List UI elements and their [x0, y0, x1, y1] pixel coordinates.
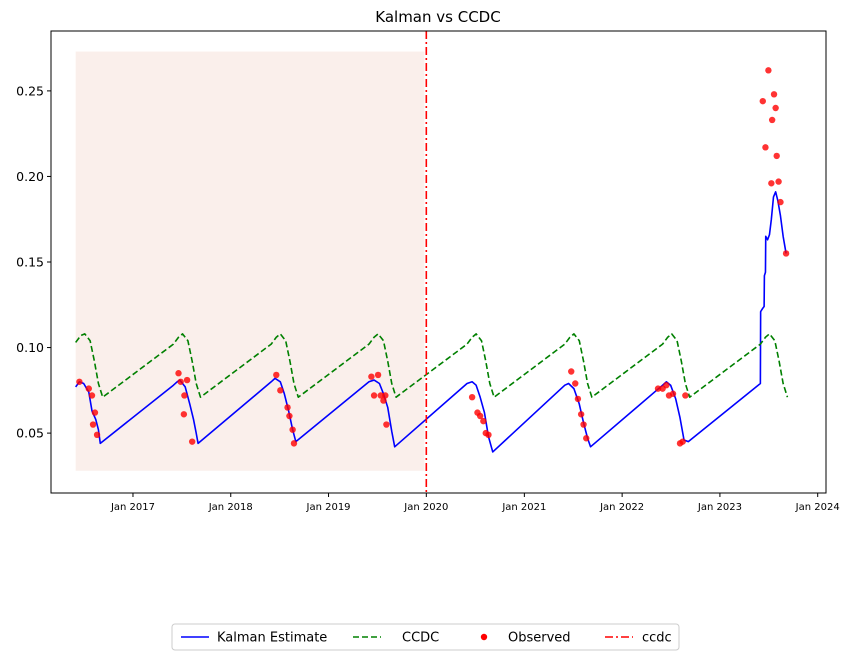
observed-point: [568, 368, 575, 375]
observed-point: [277, 387, 284, 394]
legend: Kalman Estimate CCDC Observed ccdc: [171, 623, 680, 651]
observed-point: [765, 67, 772, 74]
observed-point: [580, 421, 587, 428]
observed-point: [768, 116, 776, 124]
observed-point: [85, 385, 92, 392]
chart-title: Kalman vs CCDC: [375, 8, 500, 26]
series-line-ccdc: [75, 333, 789, 398]
observed-point: [777, 198, 784, 206]
observed-point: [583, 435, 590, 442]
observed-point: [183, 376, 191, 384]
legend-swatch: [480, 633, 488, 641]
observed-point: [476, 412, 484, 420]
observed-point: [380, 397, 387, 404]
observed-point: [289, 426, 296, 433]
axes: Jan 2017 Jan 2018 Jan 2019 Jan 2020 Jan 2021…: [16, 30, 840, 513]
observed-point: [574, 395, 582, 403]
y-tick-label: 0.25: [16, 83, 44, 98]
observed-point: [759, 97, 766, 105]
observed-point: [370, 392, 378, 399]
observed-point: [782, 250, 790, 257]
observed-point: [383, 421, 390, 428]
observed-point: [682, 392, 689, 399]
observed-point: [188, 438, 196, 445]
observed-point: [572, 380, 579, 387]
series-line-kalman-estimate: [75, 191, 787, 453]
observed-point: [368, 373, 375, 380]
legend-label: CCDC: [402, 631, 439, 646]
observed-point: [577, 411, 585, 418]
observed-point: [177, 378, 184, 385]
observed-point: [382, 392, 389, 399]
observed-point: [775, 178, 782, 185]
legend-label: Observed: [508, 631, 571, 646]
observed-point: [773, 152, 780, 160]
observed-point: [180, 411, 188, 418]
x-tick-label: Jan 2023: [697, 502, 742, 513]
plot-area: [75, 31, 790, 493]
legend-box: [171, 623, 680, 651]
observed-point: [76, 378, 83, 385]
observed-point: [175, 370, 182, 377]
observed-point: [286, 412, 293, 420]
observed-point: [770, 91, 778, 98]
observed-point: [374, 371, 382, 379]
observed-point: [669, 390, 677, 397]
x-tick-label: Jan 2017: [110, 502, 155, 513]
observed-point: [768, 180, 775, 187]
observed-point: [93, 431, 101, 439]
observed-point: [290, 440, 298, 447]
observed-point: [679, 438, 686, 445]
observed-point: [480, 417, 487, 425]
x-tick-label: Jan 2022: [599, 502, 644, 513]
x-tick-label: Jan 2018: [208, 502, 253, 513]
observed-point: [284, 404, 291, 411]
y-tick-label: 0.05: [16, 426, 44, 441]
observed-point: [273, 371, 280, 379]
legend-label: ccdc: [642, 631, 672, 646]
shaded-region: [75, 51, 425, 471]
y-tick-label: 0.10: [16, 340, 44, 355]
x-tick-label: Jan 2024: [795, 502, 840, 513]
observed-point: [468, 393, 476, 401]
observed-point: [88, 392, 96, 399]
observed-point: [485, 431, 492, 439]
y-tick-label: 0.15: [16, 255, 44, 270]
legend-label: Kalman Estimate: [217, 631, 327, 646]
observed-point: [377, 392, 384, 399]
observed-point: [89, 421, 97, 428]
y-tick-label: 0.20: [16, 169, 44, 184]
x-tick-label: Jan 2021: [501, 502, 546, 513]
observed-point: [762, 144, 769, 151]
observed-point: [772, 104, 779, 112]
observed-point: [654, 385, 662, 392]
x-tick-label: Jan 2019: [306, 502, 351, 513]
observed-point: [181, 392, 188, 399]
x-tick-label: Jan 2020: [403, 502, 448, 513]
plot-inner: [75, 31, 790, 493]
observed-point: [91, 409, 99, 416]
observed-point: [663, 382, 670, 389]
